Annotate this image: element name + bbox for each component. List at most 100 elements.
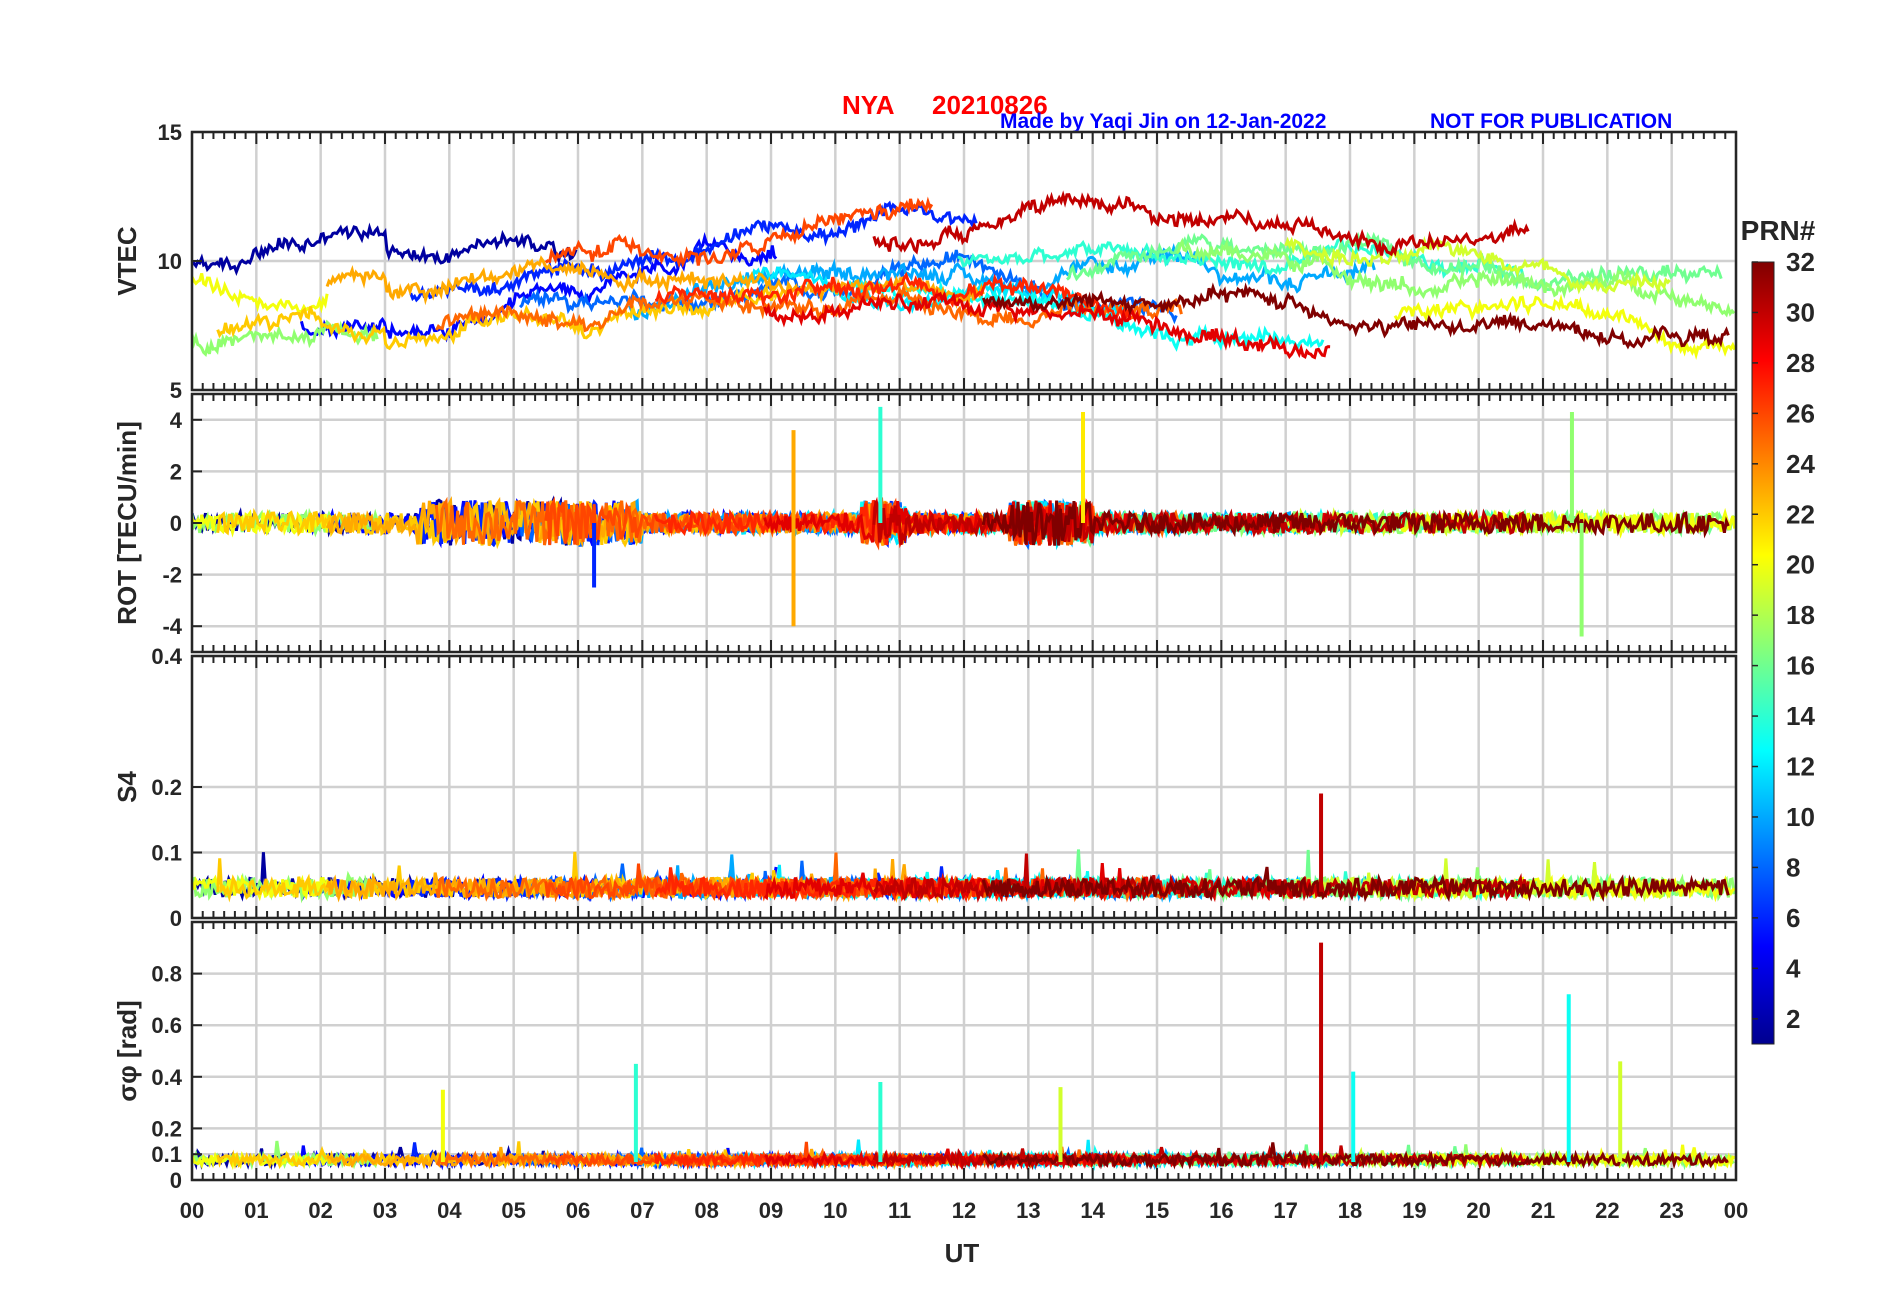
prn-5-vtec-trace <box>299 231 778 343</box>
x-tick-label: 20 <box>1466 1198 1490 1223</box>
colorbar-tick-label: 10 <box>1786 802 1815 832</box>
prn-32-s4-trace <box>981 866 1730 903</box>
colorbar-tick-label: 16 <box>1786 651 1815 681</box>
colorbar-tick-label: 28 <box>1786 348 1815 378</box>
colorbar-tick-label: 24 <box>1786 449 1815 479</box>
x-axis-label: UT <box>945 1238 980 1268</box>
y-tick-label: 0.6 <box>151 1013 182 1038</box>
colorbar <box>1751 261 1775 1045</box>
y-tick-label: 2 <box>170 459 182 484</box>
panel-rot: -4 -2 0 2 4 ROT [TECU/min] <box>112 392 1738 654</box>
y-tick-label: 0.4 <box>151 1065 182 1090</box>
title-notice: NOT FOR PUBLICATION <box>1430 110 1672 133</box>
panel-s4: 0 0.1 0.2 0.4 S4 <box>112 644 1738 931</box>
colorbar-tick-label: 22 <box>1786 499 1815 529</box>
prn-32-rot-trace <box>981 500 1730 546</box>
x-tick-label: 08 <box>694 1198 718 1223</box>
prn-23-vtec-trace <box>325 255 985 309</box>
y-tick-label: 0.8 <box>151 962 182 987</box>
x-tick-label: 00 <box>1724 1198 1748 1223</box>
y-tick-label: 0.1 <box>151 841 182 866</box>
colorbar-tick-label: 8 <box>1786 852 1800 882</box>
prn-29-vtec-trace <box>763 290 1331 360</box>
prn-20-vtec-trace <box>1393 294 1736 361</box>
x-tick-label: 05 <box>501 1198 525 1223</box>
title-date: 20210826 <box>932 90 1048 120</box>
x-tick-labels: 00 01 02 03 04 05 06 07 08 09 10 11 12 13 14 15 16 17 18 19… <box>180 1198 1748 1223</box>
y-tick-label: 5 <box>170 378 182 403</box>
panel-sigma: 00.10.2 0.4 0.6 0.8 σφ [rad] <box>112 920 1738 1193</box>
x-tick-label: 19 <box>1402 1198 1426 1223</box>
title-credit: Made by Yaqi Jin on 12-Jan-2022 <box>1000 110 1326 133</box>
colorbar-tick-label: 30 <box>1786 297 1815 327</box>
x-tick-label: 22 <box>1595 1198 1619 1223</box>
x-tick-label: 11 <box>888 1198 911 1223</box>
prn-25-vtec-trace <box>435 283 1183 333</box>
x-tick-label: 14 <box>1080 1198 1105 1223</box>
colorbar-tick-label: 32 <box>1786 247 1815 277</box>
panel-vtec-series <box>192 190 1736 361</box>
prn-12-vtec-trace <box>738 266 1127 320</box>
y-tick-label: 10 <box>158 249 182 274</box>
x-tick-label: 17 <box>1273 1198 1297 1223</box>
x-tick-label: 02 <box>308 1198 332 1223</box>
prn-26-vtec-trace <box>544 196 934 269</box>
colorbar-label: PRN# <box>1741 215 1816 246</box>
prn-19-vtec-trace <box>1284 235 1671 295</box>
prn-30-s4-trace <box>872 853 1530 903</box>
x-tick-label: 09 <box>759 1198 783 1223</box>
colorbar-tick-label: 12 <box>1786 752 1815 782</box>
y-tick-label: 0.2 <box>151 775 182 800</box>
y-tick-label: 0.2 <box>151 1116 182 1141</box>
colorbar-tick-label: 18 <box>1786 600 1815 630</box>
y-tick-label: 0.1 <box>151 1142 182 1167</box>
colorbar-tick-label: 14 <box>1786 701 1815 731</box>
panel-rot-ylabel: ROT [TECU/min] <box>112 421 142 625</box>
x-tick-label: 00 <box>180 1198 204 1223</box>
prn-20-s4-trace <box>192 874 329 902</box>
x-tick-label: 13 <box>1016 1198 1040 1223</box>
x-tick-label: 15 <box>1145 1198 1169 1223</box>
colorbar-tick-label: 2 <box>1786 1004 1800 1034</box>
panel-vtec-ylabel: VTEC <box>112 226 142 296</box>
panel-s4-ylabel: S4 <box>112 771 142 803</box>
y-tick-label: 15 <box>158 120 182 145</box>
y-tick-label: 0 <box>170 906 182 931</box>
panel-s4-series <box>192 793 1736 904</box>
prn-32-sigma-trace <box>982 1142 1729 1171</box>
panel-sigma-ylabel: σφ [rad] <box>112 1000 142 1101</box>
colorbar-tick-label: 26 <box>1786 398 1815 428</box>
x-tick-label: 04 <box>437 1198 462 1223</box>
title-station: NYA <box>842 90 895 120</box>
colorbar-tick-label: 20 <box>1786 550 1815 580</box>
x-tick-label: 06 <box>566 1198 590 1223</box>
prn-27-vtec-trace <box>654 271 1132 321</box>
prn-32-vtec-trace <box>981 282 1730 350</box>
x-tick-label: 16 <box>1209 1198 1233 1223</box>
panel-rot-series <box>192 406 1736 637</box>
panel-vtec: 5 10 15 VTEC <box>112 120 1738 403</box>
y-tick-label: 4 <box>170 408 183 433</box>
prn-17-vtec-trace <box>1175 237 1736 318</box>
x-tick-label: 23 <box>1659 1198 1683 1223</box>
prn-29-sigma-trace <box>764 1148 1332 1171</box>
x-tick-label: 18 <box>1338 1198 1362 1223</box>
y-tick-label: 0 <box>170 1168 182 1193</box>
colorbar-tick-label: 4 <box>1786 953 1801 983</box>
y-tick-label: -4 <box>162 614 182 639</box>
y-tick-label: -2 <box>162 563 182 588</box>
x-tick-label: 21 <box>1531 1198 1555 1223</box>
prn-22-sigma-trace <box>216 1141 784 1171</box>
x-tick-label: 01 <box>244 1198 268 1223</box>
x-tick-label: 10 <box>823 1198 847 1223</box>
x-tick-label: 07 <box>630 1198 654 1223</box>
x-tick-label: 03 <box>373 1198 397 1223</box>
y-tick-label: 0 <box>170 511 182 536</box>
y-tick-label: 0.4 <box>151 644 182 669</box>
x-tick-label: 12 <box>952 1198 976 1223</box>
prn-30-vtec-trace <box>872 190 1530 257</box>
